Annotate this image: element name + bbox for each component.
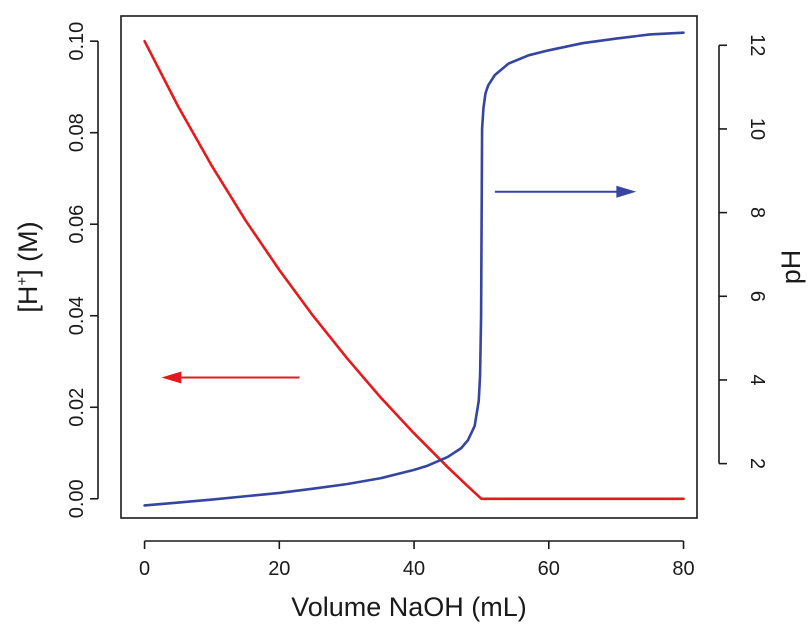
- x-tick-label: 80: [672, 558, 694, 580]
- annotation-layer: [161, 185, 637, 384]
- y-right-tick-label: 4: [746, 374, 768, 385]
- x-tick-label: 60: [538, 558, 560, 580]
- y-left-tick-label: 0.06: [66, 205, 88, 244]
- y-left-title-post: ] (M): [13, 221, 43, 276]
- x-tick-label: 0: [139, 558, 150, 580]
- y-axis-left-title: [H+] (M): [13, 221, 43, 312]
- plot-frame: [120, 15, 698, 519]
- y-right-tick-label: 2: [746, 458, 768, 469]
- y-left-tick-label: 0.10: [66, 22, 88, 61]
- y-left-tick-label: 0.08: [66, 113, 88, 152]
- x-tick-label: 40: [403, 558, 425, 580]
- ph-axis-arrow-head: [616, 185, 637, 198]
- y-left-title-sup: +: [14, 277, 31, 286]
- y-left-title-pre: [H: [13, 286, 43, 313]
- y-left-tick-label: 0.00: [66, 479, 88, 518]
- y-left-tick-label: 0.02: [66, 388, 88, 427]
- y-axis-right-title: pH: [776, 250, 806, 285]
- series-layer: [143, 31, 685, 507]
- y-left-tick-label: 0.04: [66, 296, 88, 335]
- x-tick-label: 20: [268, 558, 290, 580]
- y-right-tick-label: 8: [746, 207, 768, 218]
- y-right-tick-label: 12: [746, 34, 768, 56]
- y-right-tick-label: 10: [746, 118, 768, 140]
- ph-series-line: [143, 31, 685, 507]
- h-axis-arrow-head: [161, 371, 182, 384]
- h-concentration-series-line: [143, 39, 685, 501]
- y-right-tick-label: 6: [746, 291, 768, 302]
- axes-layer: 0 20 40 60 80 0.00 0.02 0.04 0.06 0.08 0.10 2 4 6 8 10 1…: [66, 22, 768, 580]
- x-axis-title: Volume NaOH (mL): [291, 592, 527, 622]
